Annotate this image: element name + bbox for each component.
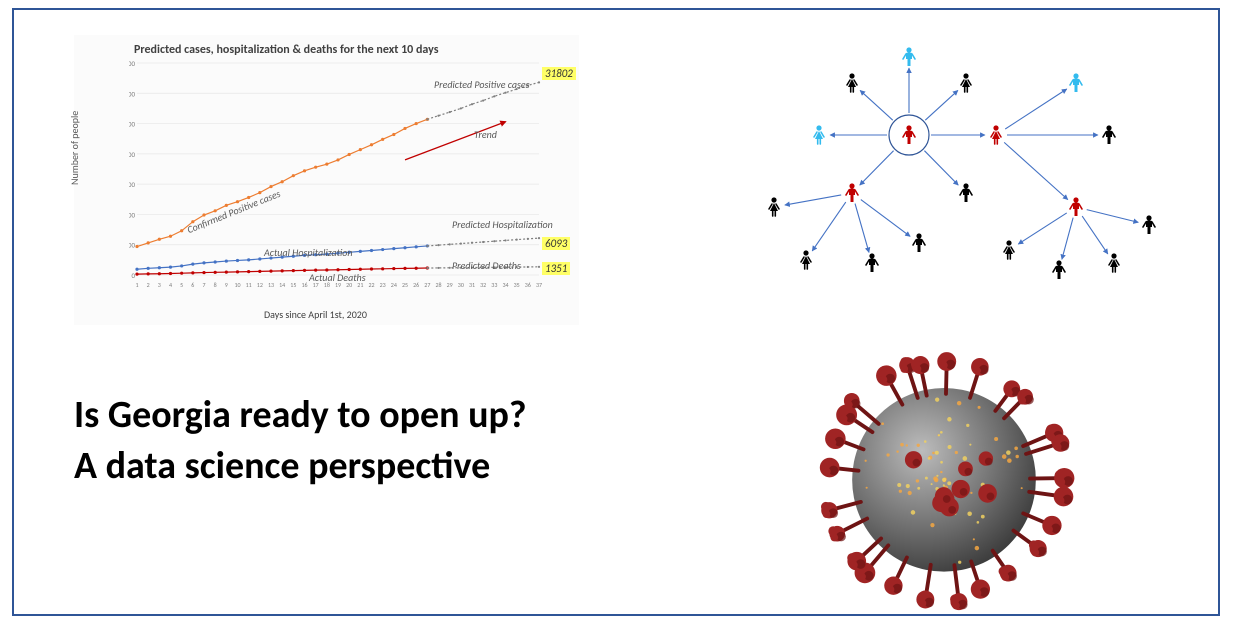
- svg-text:26: 26: [413, 281, 419, 289]
- svg-text:25000: 25000: [129, 120, 135, 129]
- svg-text:28: 28: [435, 281, 441, 289]
- svg-text:31: 31: [469, 281, 475, 289]
- svg-text:35: 35: [514, 281, 520, 289]
- chart-annot-pred-positive: Predicted Positive cases: [434, 80, 530, 90]
- chart-ylabel: Number of people: [68, 111, 81, 185]
- svg-text:22: 22: [368, 281, 374, 289]
- headline-line1: Is Georgia ready to open up?: [74, 390, 527, 441]
- chart-endlabel-positive: 31802: [542, 67, 576, 80]
- headline: Is Georgia ready to open up? A data scie…: [74, 390, 527, 493]
- svg-text:30: 30: [458, 281, 464, 289]
- svg-text:37: 37: [536, 281, 542, 289]
- svg-text:7: 7: [202, 281, 205, 289]
- svg-text:35000: 35000: [129, 59, 135, 68]
- svg-text:33: 33: [491, 281, 497, 289]
- svg-text:6: 6: [191, 281, 194, 289]
- svg-text:10000: 10000: [129, 210, 135, 219]
- virus-icon: [794, 330, 1094, 620]
- svg-text:11: 11: [246, 281, 252, 289]
- svg-text:15: 15: [290, 281, 296, 289]
- chart-annot-hosp: Actual Hospitalization: [264, 246, 353, 259]
- svg-text:2: 2: [147, 281, 150, 289]
- svg-text:4: 4: [169, 281, 172, 289]
- svg-text:1: 1: [135, 281, 138, 289]
- svg-text:8: 8: [214, 281, 217, 289]
- chart-annot-pred-deaths: Predicted Deaths: [452, 259, 521, 272]
- svg-text:23: 23: [380, 281, 386, 289]
- svg-text:25: 25: [402, 281, 408, 289]
- svg-text:32: 32: [480, 281, 486, 289]
- svg-text:15000: 15000: [129, 180, 135, 189]
- svg-text:29: 29: [447, 281, 453, 289]
- chart-annot-trend: Trend: [474, 128, 497, 141]
- chart-endlabel-hosp: 6093: [542, 237, 570, 250]
- chart-annot-deaths: Actual Deaths: [309, 271, 366, 284]
- svg-text:16: 16: [301, 281, 307, 289]
- svg-text:10: 10: [234, 281, 240, 289]
- svg-text:3: 3: [158, 281, 161, 289]
- svg-text:30000: 30000: [129, 89, 135, 98]
- svg-text:5000: 5000: [129, 241, 135, 250]
- headline-line2: A data science perspective: [74, 441, 527, 492]
- svg-text:20000: 20000: [129, 150, 135, 159]
- svg-text:12: 12: [257, 281, 263, 289]
- svg-text:9: 9: [225, 281, 228, 289]
- svg-text:34: 34: [502, 281, 508, 289]
- chart-title: Predicted cases, hospitalization & death…: [134, 43, 439, 57]
- svg-text:24: 24: [391, 281, 397, 289]
- chart-endlabel-deaths: 1351: [542, 262, 570, 275]
- chart-xlabel: Days since April 1st, 2020: [264, 308, 367, 321]
- chart-annot-pred-hosp: Predicted Hospitalization: [452, 220, 553, 230]
- svg-text:0: 0: [131, 271, 135, 280]
- spread-network: [714, 35, 1174, 295]
- svg-text:14: 14: [279, 281, 285, 289]
- svg-text:5: 5: [180, 281, 183, 289]
- slide-frame: Predicted cases, hospitalization & death…: [12, 8, 1220, 616]
- forecast-chart: Predicted cases, hospitalization & death…: [74, 35, 579, 325]
- svg-text:36: 36: [525, 281, 531, 289]
- svg-text:13: 13: [268, 281, 274, 289]
- svg-text:27: 27: [424, 281, 430, 289]
